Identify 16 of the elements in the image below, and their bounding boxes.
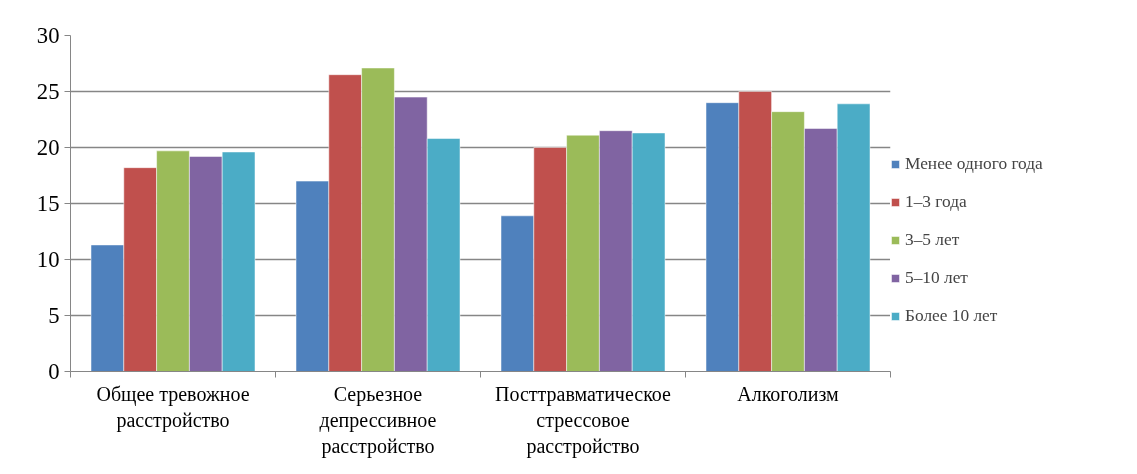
x-tick-label: Посттравматическое стрессовое расстройство — [495, 382, 672, 459]
y-tick-label: 10 — [36, 247, 60, 272]
x-tick-label: Серьезное депрессивное расстройство — [319, 382, 437, 459]
legend-label: 5–10 лет — [905, 268, 968, 288]
y-tick-label: 25 — [36, 79, 60, 104]
y-tick-label: 5 — [48, 303, 60, 328]
y-tick-label: 20 — [36, 135, 60, 160]
x-tick-label: Общее тревожное расстройство — [96, 382, 250, 432]
y-tick-label: 0 — [48, 359, 60, 384]
y-tick-label: 30 — [36, 23, 60, 48]
legend-label: 3–5 лет — [905, 230, 960, 250]
y-tick-label: 15 — [36, 191, 60, 216]
legend-label: Более 10 лет — [905, 306, 998, 326]
legend-label: 1–3 года — [905, 192, 967, 212]
x-tick-label: Алкоголизм — [737, 382, 840, 405]
legend-label: Менее одного года — [905, 154, 1043, 174]
